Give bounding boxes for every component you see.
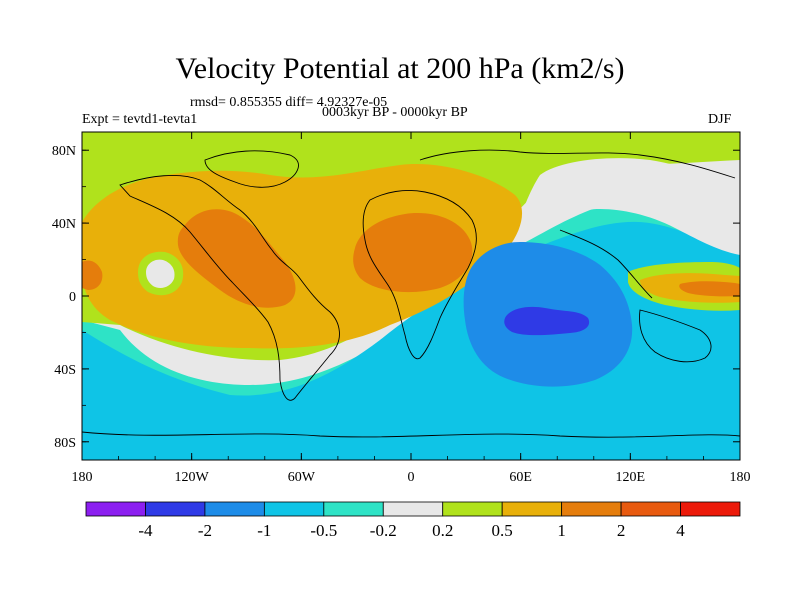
colorbar-swatch [620,501,681,517]
colorbar-swatch [323,501,384,517]
colorbar-label: 4 [676,521,685,540]
y-tick-label: 40N [52,217,76,232]
africa-coast [362,189,477,360]
x-tick-label: 0 [408,470,415,485]
colorbar: -4 -2 -1 -0.5 -0.2 0.2 0.5 1 2 4 [85,501,741,540]
y-tick-label: 40S [54,363,76,378]
colorbar-label: -0.2 [370,521,397,540]
contour-africa-core [353,213,473,293]
colorbar-swatch [204,501,265,517]
colorbar-swatch [85,501,146,517]
coastlines [82,149,740,438]
period-label: 0003kyr BP - 0000kyr BP [322,105,468,120]
contour-indian-ocean-min [504,306,590,336]
y-tick-label: 0 [69,290,76,305]
experiment-label: Expt = tevtd1-tevta1 [82,112,198,127]
colorbar-label: 0.5 [492,521,513,540]
contour-0-5-region [82,164,523,349]
antarctica-coast [82,431,740,438]
colorbar-label: 0.2 [432,521,453,540]
colorbar-swatch [382,501,444,517]
colorbar-swatch [145,501,206,517]
colorbar-label: 1 [557,521,566,540]
colorbar-swatch [561,501,622,517]
colorbar-swatch [501,501,563,517]
colorbar-label: -2 [198,521,212,540]
x-tick-label: 180 [72,470,93,485]
y-tick-label: 80S [54,436,76,451]
contour-east-pacific-spot [146,259,175,288]
colorbar-swatch [680,501,741,517]
axis-ticks: 180 120W 60W 0 60E 120E 180 80N 40N 0 40S 80S [52,132,751,485]
x-tick-label: 60E [509,470,532,485]
season-label: DJF [708,112,732,127]
y-tick-label: 80N [52,144,76,159]
x-tick-label: 120E [616,470,646,485]
colorbar-swatch [263,501,325,517]
contour-west-pacific-1 [679,281,740,297]
eurasia-australia-coast [419,149,736,363]
x-tick-label: 120W [175,470,210,485]
contour-pacific-neutral [515,158,740,255]
americas-coast [119,174,340,401]
colorbar-label: -4 [138,521,153,540]
contour-americas-core [177,209,296,308]
colorbar-label: 2 [617,521,626,540]
contour-dateline-positive [82,260,103,290]
greenland-coast [204,150,299,188]
colorbar-label: -0.5 [310,521,337,540]
x-tick-label: 180 [730,470,751,485]
contour-field [82,132,740,460]
stats-line: rmsd= 0.855355 diff= 4.92327e-05 [190,95,388,110]
chart-title: Velocity Potential at 200 hPa (km2/s) [175,52,625,85]
colorbar-swatch [442,501,503,517]
x-tick-label: 60W [288,470,316,485]
colorbar-label: -1 [257,521,271,540]
